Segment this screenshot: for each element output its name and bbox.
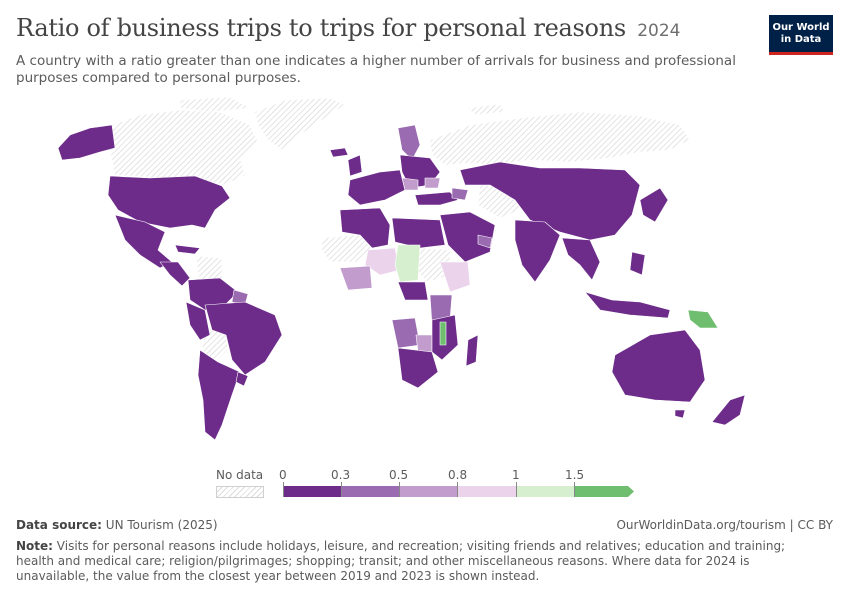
legend-no-data-label: No data — [216, 468, 264, 482]
legend-no-data-swatch — [216, 486, 264, 498]
region-central-america[interactable] — [159, 261, 191, 287]
legend-tick-1: 0.3 — [331, 468, 351, 482]
region-egypt-libya[interactable] — [391, 217, 446, 249]
title-text: Ratio of business trips to trips for per… — [16, 14, 626, 42]
legend-tick-mark-4 — [516, 482, 517, 497]
region-ukraine[interactable] — [424, 177, 441, 189]
chart-subtitle: A country with a ratio greater than one … — [16, 53, 736, 86]
legend-tick-4: 1 — [512, 468, 520, 482]
region-angola-zambia[interactable] — [391, 317, 421, 349]
region-new-zealand[interactable] — [711, 394, 746, 426]
legend-tick-mark-5 — [574, 482, 575, 497]
legend-tick-2: 0.5 — [389, 468, 409, 482]
region-alaska[interactable] — [57, 124, 116, 161]
region-papua-new-guinea[interactable] — [687, 309, 719, 329]
region-cuba[interactable] — [174, 244, 201, 255]
legend-bin-1 — [283, 486, 341, 497]
region-west-africa-coast[interactable] — [339, 265, 373, 291]
region-uk-ireland[interactable] — [347, 154, 363, 177]
region-russia[interactable] — [429, 111, 691, 166]
region-ethiopia-horn[interactable] — [439, 261, 471, 293]
region-southern-africa[interactable] — [397, 347, 439, 389]
region-southeast-asia[interactable] — [561, 237, 601, 281]
region-malawi[interactable] — [439, 321, 447, 346]
data-source: Data source: UN Tourism (2025) — [16, 518, 218, 532]
color-legend: No data 0 0.3 0.5 0.8 1 1.5 — [0, 462, 850, 502]
region-argentina-chile[interactable] — [197, 349, 241, 441]
region-chad-sudan[interactable] — [394, 244, 421, 283]
footnote: Note: Visits for personal reasons includ… — [16, 539, 816, 584]
region-iran-area[interactable] — [477, 234, 493, 249]
note-text: Visits for personal reasons include holi… — [16, 539, 786, 583]
legend-bin-6 — [574, 486, 634, 497]
legend-bin-3 — [399, 486, 457, 497]
url-license[interactable]: OurWorldinData.org/tourism | CC BY — [616, 518, 833, 532]
region-japan-korea[interactable] — [639, 187, 669, 223]
source-text[interactable]: UN Tourism (2025) — [105, 518, 218, 532]
title-year: 2024 — [637, 21, 681, 41]
region-scandinavia[interactable] — [397, 124, 421, 161]
region-philippines[interactable] — [629, 251, 646, 276]
logo-line-2: in Data — [780, 33, 822, 45]
region-zambia-zimbabwe[interactable] — [415, 334, 433, 353]
region-kazakhstan-mongolia-china[interactable] — [459, 161, 641, 241]
region-svalbard-islands[interactable] — [467, 103, 506, 116]
region-india[interactable] — [514, 219, 561, 283]
region-balkans[interactable] — [401, 177, 419, 191]
legend-tick-mark-1 — [341, 482, 342, 497]
logo-line-1: Our World — [772, 21, 830, 33]
legend-tick-mark-2 — [399, 482, 400, 497]
region-western-europe[interactable] — [347, 169, 406, 206]
legend-tick-5: 1.5 — [565, 468, 585, 482]
region-north-africa[interactable] — [339, 207, 391, 249]
legend-bin-2 — [341, 486, 399, 497]
region-central-africa[interactable] — [397, 281, 429, 301]
region-australia[interactable] — [611, 329, 706, 403]
note-label: Note: — [16, 539, 53, 553]
region-caucasus[interactable] — [451, 187, 469, 201]
legend-tick-3: 0.8 — [448, 468, 468, 482]
world-map[interactable] — [0, 95, 850, 455]
region-west-africa-sahel[interactable] — [364, 247, 401, 276]
legend-tick-mark-3 — [457, 482, 458, 497]
region-arctic-islands[interactable] — [179, 96, 251, 113]
legend-tick-0: 0 — [279, 468, 287, 482]
region-middle-east[interactable] — [439, 211, 496, 263]
legend-tick-mark-0 — [283, 482, 284, 497]
source-label: Data source: — [16, 518, 102, 532]
chart-title: Ratio of business trips to trips for per… — [16, 14, 681, 42]
legend-bin-5 — [516, 486, 574, 497]
region-usa[interactable] — [107, 175, 231, 229]
region-madagascar[interactable] — [465, 334, 479, 367]
region-indonesia[interactable] — [584, 291, 671, 319]
legend-bin-6-shape — [574, 486, 634, 497]
region-tasmania[interactable] — [674, 409, 686, 419]
region-canada[interactable] — [109, 109, 259, 186]
region-brazil[interactable] — [204, 301, 283, 376]
owid-logo[interactable]: Our World in Data — [769, 15, 833, 55]
region-greenland[interactable] — [254, 97, 346, 151]
legend-bin-4 — [457, 486, 516, 497]
region-iceland[interactable] — [329, 147, 349, 158]
region-uruguay[interactable] — [235, 371, 249, 387]
region-peru[interactable] — [185, 301, 211, 341]
region-turkey[interactable] — [414, 191, 459, 206]
